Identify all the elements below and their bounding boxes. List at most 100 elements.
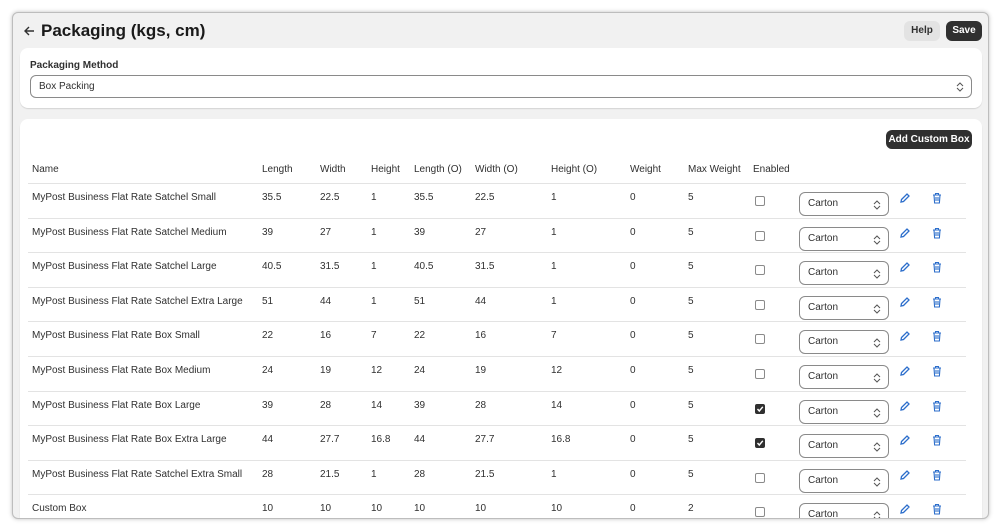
cell-number: 27 xyxy=(475,226,487,238)
cell-number: 1 xyxy=(371,226,377,238)
edit-button[interactable] xyxy=(899,364,911,376)
cell-number: 22 xyxy=(414,330,426,342)
row-divider xyxy=(28,252,966,254)
delete-button[interactable] xyxy=(931,468,943,481)
edit-button[interactable] xyxy=(899,399,911,411)
box-type-select[interactable]: Carton xyxy=(799,503,889,518)
cell-number: 0 xyxy=(630,468,636,480)
app-frame: Packaging (kgs, cm) Help Save Packaging … xyxy=(12,12,989,519)
row-divider xyxy=(28,459,966,461)
edit-button[interactable] xyxy=(899,329,911,342)
add-custom-box-button[interactable]: Add Custom Box xyxy=(886,130,972,149)
row-divider xyxy=(28,494,966,496)
cell-number: 14 xyxy=(371,399,383,411)
enabled-checkbox[interactable] xyxy=(755,265,765,276)
delete-button[interactable] xyxy=(931,502,943,515)
cell-number: 1 xyxy=(551,192,557,203)
cell-number: 1 xyxy=(551,261,557,273)
box-type-select[interactable]: Carton xyxy=(799,434,889,459)
enabled-checkbox[interactable] xyxy=(755,299,765,310)
cell-number: 28 xyxy=(262,468,274,480)
box-type-select[interactable]: Carton xyxy=(799,468,889,493)
boxes-card: Add Custom Box Name Length Width Height Leng… xyxy=(20,119,982,518)
column-header: Enabled xyxy=(753,164,790,175)
edit-button[interactable] xyxy=(899,191,911,203)
enabled-checkbox[interactable] xyxy=(755,369,765,379)
delete-button[interactable] xyxy=(931,329,943,342)
cell-name: MyPost Business Flat Rate Box Medium xyxy=(32,365,211,376)
delete-button[interactable] xyxy=(931,399,943,412)
row-divider xyxy=(28,286,966,288)
box-type-value: Carton xyxy=(808,232,839,244)
delete-button[interactable] xyxy=(931,260,943,273)
method-select[interactable]: Box Packing xyxy=(30,75,972,98)
help-button[interactable]: Help xyxy=(904,21,940,41)
back-button[interactable] xyxy=(23,25,35,37)
cell-number: 22.5 xyxy=(475,192,495,203)
cell-number: 0 xyxy=(630,399,636,411)
cell-number: 28 xyxy=(320,399,332,411)
enabled-checkbox[interactable] xyxy=(755,230,765,241)
cell-number: 28 xyxy=(414,468,426,480)
box-type-select[interactable]: Carton xyxy=(799,192,889,216)
column-header: Width xyxy=(320,164,346,175)
cell-number: 1 xyxy=(551,295,557,307)
cell-name: MyPost Business Flat Rate Box Small xyxy=(32,330,200,342)
cell-number: 10 xyxy=(262,503,274,515)
cell-number: 14 xyxy=(551,399,563,411)
box-type-value: Carton xyxy=(808,405,839,417)
edit-button[interactable] xyxy=(899,226,911,238)
row-divider xyxy=(28,356,966,357)
cell-number: 21.5 xyxy=(475,468,495,480)
cell-number: 44 xyxy=(262,434,274,446)
box-type-select[interactable]: Carton xyxy=(799,226,889,251)
edit-button[interactable] xyxy=(899,468,911,480)
cell-number: 44 xyxy=(320,295,332,307)
chevron xyxy=(956,82,964,92)
chevron xyxy=(873,373,881,383)
delete-button[interactable] xyxy=(931,191,943,204)
method-label: Packaging Method xyxy=(30,60,119,71)
column-header: Length xyxy=(262,164,293,175)
chevron xyxy=(873,304,881,314)
enabled-checkbox[interactable] xyxy=(755,438,765,449)
enabled-checkbox[interactable] xyxy=(755,403,765,414)
chevron xyxy=(873,234,881,245)
edit-button[interactable] xyxy=(899,433,911,446)
chevron xyxy=(873,511,881,518)
box-type-value: Carton xyxy=(808,267,839,279)
box-type-select[interactable]: Carton xyxy=(799,261,889,286)
row-divider xyxy=(28,390,966,392)
cell-number: 19 xyxy=(320,365,332,376)
box-type-select[interactable]: Carton xyxy=(799,330,889,355)
enabled-checkbox[interactable] xyxy=(755,472,765,483)
page-title: Packaging (kgs, cm) xyxy=(41,21,206,40)
delete-button[interactable] xyxy=(931,226,943,239)
cell-number: 2 xyxy=(688,503,694,515)
box-type-select[interactable]: Carton xyxy=(799,365,889,389)
column-header: Weight xyxy=(630,164,661,175)
cell-number: 0 xyxy=(630,503,636,515)
cell-number: 1 xyxy=(371,192,377,203)
save-button[interactable]: Save xyxy=(946,21,982,41)
cell-number: 16 xyxy=(475,330,487,342)
cell-number: 5 xyxy=(688,226,694,238)
chevron xyxy=(873,442,881,452)
enabled-checkbox[interactable] xyxy=(755,507,765,518)
delete-button[interactable] xyxy=(931,295,943,308)
delete-button[interactable] xyxy=(931,433,943,446)
box-type-select[interactable]: Carton xyxy=(799,399,889,424)
box-type-value: Carton xyxy=(808,336,839,348)
edit-button[interactable] xyxy=(899,295,911,307)
cell-number: 35.5 xyxy=(414,192,434,203)
enabled-checkbox[interactable] xyxy=(755,196,765,206)
row-divider xyxy=(28,183,966,184)
cell-number: 1 xyxy=(551,468,557,480)
box-type-select[interactable]: Carton xyxy=(799,295,889,320)
cell-number: 0 xyxy=(630,261,636,273)
enabled-checkbox[interactable] xyxy=(755,334,765,345)
cell-number: 19 xyxy=(475,365,487,376)
edit-button[interactable] xyxy=(899,502,911,515)
delete-button[interactable] xyxy=(931,364,943,377)
edit-button[interactable] xyxy=(899,260,911,273)
